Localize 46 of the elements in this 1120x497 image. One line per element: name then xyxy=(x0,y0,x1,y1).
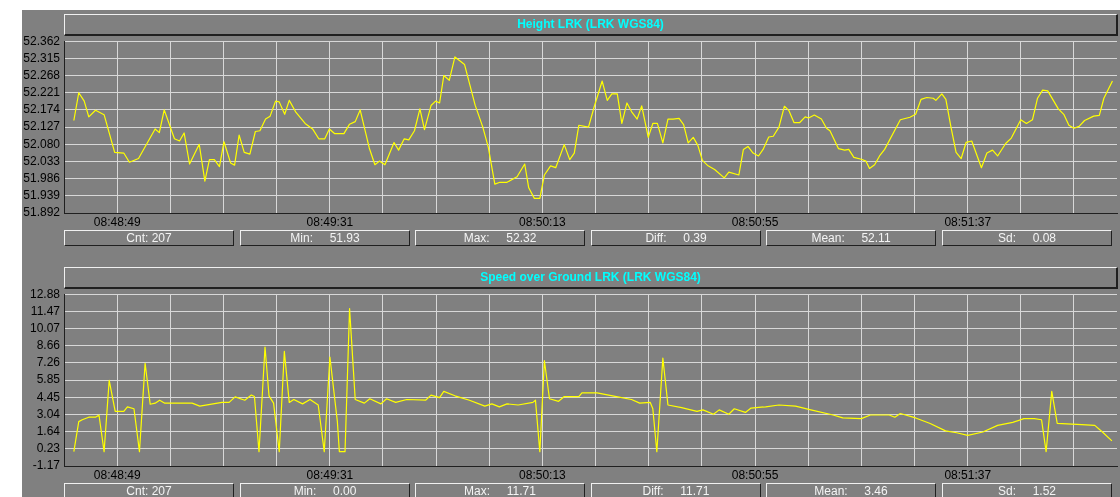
x-tick-label: 08:50:55 xyxy=(731,467,779,482)
x-tick-label: 08:50:13 xyxy=(519,214,567,229)
x-tick-label: 08:51:37 xyxy=(944,214,992,229)
y-tick-label: 51.892 xyxy=(23,205,61,220)
y-tick-label: 12.88 xyxy=(29,286,61,301)
y-tick-label: 3.04 xyxy=(36,406,61,421)
x-tick-label: 08:48:49 xyxy=(93,214,141,229)
x-tick-label: 08:48:49 xyxy=(93,467,141,482)
x-tick-label: 08:49:31 xyxy=(306,214,354,229)
text: Mean: 52.11 xyxy=(766,230,936,246)
y-tick-label: -1.17 xyxy=(32,458,61,473)
text: Sd: 1.52 xyxy=(942,483,1112,497)
x-tick-label: 08:49:31 xyxy=(306,467,354,482)
y-tick-label: 52.174 xyxy=(23,102,61,117)
text: Max: 52.32 xyxy=(415,230,585,246)
text: Cnt: 207 xyxy=(64,230,234,246)
x-tick-label: 08:50:55 xyxy=(731,214,779,229)
text: Min: 51.93 xyxy=(240,230,410,246)
text: Mean: 3.46 xyxy=(766,483,936,497)
y-tick-label: 52.080 xyxy=(23,136,61,151)
chart-title: Height LRK (LRK WGS84) xyxy=(64,14,1118,36)
text: Cnt: 207 xyxy=(64,483,234,497)
text: Diff: 11.71 xyxy=(591,483,761,497)
y-tick-label: 52.362 xyxy=(23,33,61,48)
y-tick-label: 5.85 xyxy=(36,372,61,387)
y-tick-label: 10.07 xyxy=(29,320,61,335)
y-tick-label: 52.268 xyxy=(23,67,61,82)
y-tick-label: 7.26 xyxy=(36,355,61,370)
text: Sd: 0.08 xyxy=(942,230,1112,246)
text: Diff: 0.39 xyxy=(591,230,761,246)
y-tick-label: 0.23 xyxy=(36,441,61,456)
text: Max: 11.71 xyxy=(415,483,585,497)
text: Min: 0.00 xyxy=(240,483,410,497)
x-tick-label: 08:50:13 xyxy=(519,467,567,482)
chart-title: Speed over Ground LRK (LRK WGS84) xyxy=(64,267,1118,289)
x-tick-label: 08:51:37 xyxy=(944,467,992,482)
y-tick-label: 1.64 xyxy=(36,423,61,438)
y-tick-label: 51.986 xyxy=(23,170,61,185)
y-tick-label: 52.127 xyxy=(23,119,61,134)
y-tick-label: 51.939 xyxy=(23,188,61,203)
y-tick-label: 52.315 xyxy=(23,50,61,65)
y-tick-label: 8.66 xyxy=(36,338,61,353)
y-tick-label: 11.47 xyxy=(30,303,61,318)
y-tick-label: 52.033 xyxy=(23,153,61,168)
y-tick-label: 52.221 xyxy=(23,85,61,100)
y-tick-label: 4.45 xyxy=(36,389,61,404)
